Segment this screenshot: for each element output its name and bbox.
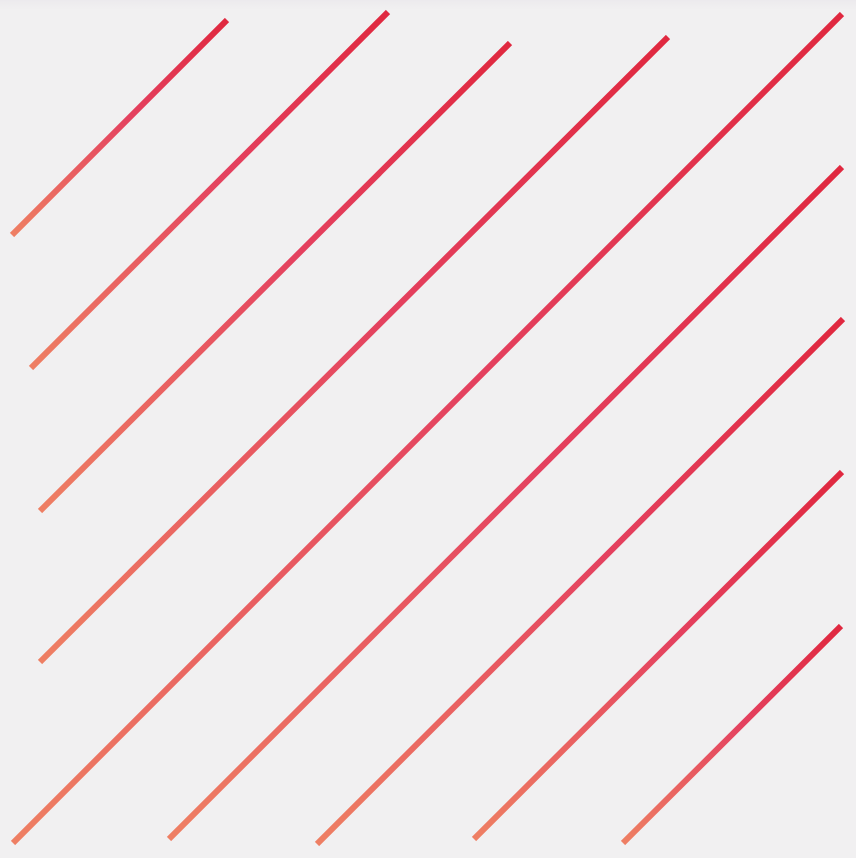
diagonal-line-3	[37, 40, 513, 514]
diagonal-line-8	[471, 469, 845, 842]
diagonal-line-2	[28, 9, 391, 371]
top-edge-shade	[0, 0, 856, 10]
diagonal-line-1	[9, 17, 230, 238]
line-group	[9, 9, 846, 847]
diagonal-line-4	[37, 34, 671, 665]
diagonal-line-7	[314, 316, 846, 847]
diagonal-line-5	[10, 11, 845, 846]
diagonal-line-9	[620, 623, 844, 846]
diagonal-line-6	[166, 164, 845, 842]
